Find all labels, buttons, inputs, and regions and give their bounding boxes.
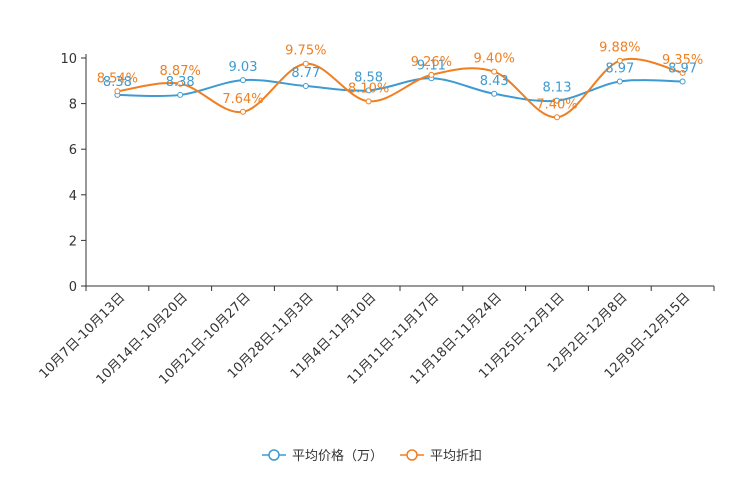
y-tick-label: 10 [60, 52, 77, 67]
data-point[interactable] [679, 78, 686, 85]
data-point[interactable] [428, 71, 435, 78]
data-point[interactable] [240, 108, 246, 115]
data-label: 8.38 [166, 75, 195, 90]
data-point[interactable] [365, 87, 372, 94]
data-point[interactable] [679, 69, 686, 76]
data-label: 7.64% [222, 92, 263, 107]
data-label: 8.38 [103, 75, 132, 90]
data-point[interactable] [491, 90, 498, 97]
data-point[interactable] [177, 80, 184, 87]
legend-item-0[interactable]: 平均价格（万） [262, 448, 383, 464]
y-tick-label: 6 [69, 143, 77, 158]
legend-marker [406, 449, 418, 461]
data-point[interactable] [302, 83, 309, 90]
data-point[interactable] [554, 114, 560, 121]
data-labels: 8.38 8.38 9.03 8.77 8.58 9.11 8.43 8.13 8.97 8.97… [97, 41, 704, 113]
data-point[interactable] [616, 57, 623, 64]
data-label: 9.03 [229, 60, 258, 75]
data-label: 8.97 [605, 61, 634, 76]
legend-label: 平均价格（万） [292, 448, 383, 464]
data-label: 8.54% [97, 71, 138, 86]
y-tick-label: 2 [69, 234, 77, 249]
y-tick-label: 8 [69, 98, 77, 113]
legend[interactable]: 平均价格（万） 平均折扣 [262, 448, 482, 464]
data-label: 9.26% [411, 55, 452, 70]
data-point[interactable] [554, 97, 560, 104]
data-label: 8.87% [160, 64, 201, 79]
data-label: 9.40% [474, 52, 515, 67]
data-label: 8.43 [480, 74, 509, 89]
data-point[interactable] [240, 77, 246, 84]
data-point[interactable] [491, 68, 498, 75]
data-point[interactable] [114, 88, 121, 95]
data-point[interactable] [616, 78, 623, 85]
legend-item-1[interactable]: 平均折扣 [400, 449, 482, 464]
data-label: 9.11 [417, 58, 446, 73]
x-axis: 10月7日-10月13日10月14日-10月20日10月21日-10月27日10… [37, 285, 715, 388]
y-axis: 0 2 4 6 8 10 [60, 52, 87, 295]
legend-label: 平均折扣 [430, 449, 482, 464]
legend-marker [268, 449, 280, 461]
data-label: 9.75% [285, 44, 326, 59]
data-label: 8.10% [348, 81, 389, 96]
data-label: 8.97 [668, 61, 697, 76]
data-label: 8.77 [291, 66, 320, 81]
data-label: 8.58 [354, 70, 383, 85]
data-point[interactable] [177, 91, 184, 98]
data-label: 9.88% [599, 41, 640, 56]
data-point[interactable] [302, 60, 309, 67]
data-point[interactable] [365, 98, 372, 105]
series-line-1 [117, 58, 683, 119]
data-label: 7.40% [536, 97, 577, 112]
y-tick-label: 4 [69, 189, 77, 204]
y-tick-label: 0 [69, 280, 77, 295]
data-label: 8.13 [543, 81, 572, 96]
data-label: 9.35% [662, 53, 703, 68]
series-lines [114, 57, 686, 121]
